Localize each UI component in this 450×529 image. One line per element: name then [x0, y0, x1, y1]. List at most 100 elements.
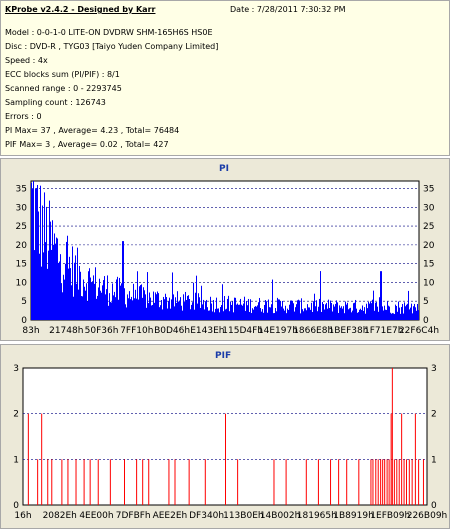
scan-info-panel: KProbe v2.4.2 - Designed by Karr Date : … — [0, 0, 450, 156]
pi-bar — [335, 303, 336, 320]
pi-bar — [111, 302, 112, 320]
pi-bar — [39, 253, 40, 320]
pi-bar — [293, 303, 294, 320]
pi-bar — [306, 310, 307, 320]
pi-bar — [41, 266, 42, 320]
pif-bar — [384, 459, 386, 505]
pi-bar — [91, 282, 92, 320]
pi-bar — [360, 308, 361, 320]
pi-xtick-label: 1F71E7h — [364, 326, 403, 336]
pi-bar — [177, 291, 178, 320]
pi-bar — [49, 200, 50, 320]
pi-bar — [221, 305, 222, 320]
pif-bar — [382, 459, 384, 505]
pi-bar — [316, 300, 317, 320]
info-pi-summary: PI Max= 37 , Average= 4.23 , Total= 7648… — [5, 126, 180, 135]
pif-bar — [330, 459, 332, 505]
pif-bar — [67, 459, 69, 505]
pi-bar — [122, 241, 123, 320]
pi-bar — [170, 308, 171, 320]
pif-bar — [273, 459, 275, 505]
pi-bar — [135, 289, 136, 320]
pi-bar — [342, 308, 343, 320]
pi-ytick-left-label: 25 — [16, 222, 27, 232]
pif-chart: 0 0 1 1 2 2 3 3 16h 2082Eh 4EE00h 7DFBFh AEE2Eh DF340… — [13, 364, 447, 521]
pi-bar — [96, 298, 97, 320]
info-speed: Speed : 4x — [5, 56, 48, 65]
pi-bar — [220, 307, 221, 320]
pi-bar — [45, 242, 46, 320]
pi-bar — [250, 299, 251, 320]
pi-bar — [68, 268, 69, 320]
pi-bar — [377, 306, 378, 320]
pi-bar — [375, 302, 376, 320]
pi-bar — [210, 296, 211, 320]
pi-ytick-left-label: 35 — [16, 185, 27, 195]
pif-bar — [386, 459, 388, 505]
pi-bar — [415, 307, 416, 320]
pif-ytick-left-label: 1 — [13, 455, 19, 465]
pif-bar — [418, 459, 420, 505]
pi-bar — [254, 306, 255, 320]
pi-bar — [100, 290, 101, 320]
pi-bar — [285, 305, 286, 320]
pi-bar — [321, 311, 322, 320]
pi-bar — [402, 303, 403, 320]
pif-ytick-left-label: 2 — [13, 410, 19, 420]
pi-bar — [69, 256, 70, 320]
pi-bar — [303, 311, 304, 320]
pi-ytick-right-label: 30 — [423, 203, 435, 213]
pi-bar — [313, 301, 314, 320]
pif-bar — [61, 459, 63, 505]
pi-bar — [130, 299, 131, 320]
pi-bar — [218, 308, 219, 320]
pi-bar — [151, 305, 152, 320]
pi-bar — [301, 298, 302, 320]
pi-bar — [31, 182, 32, 320]
pif-bar — [237, 459, 239, 505]
pi-bar — [204, 309, 205, 320]
pi-bar — [105, 294, 106, 320]
pi-bar — [37, 184, 38, 320]
pi-bar — [70, 268, 71, 320]
pi-bar — [148, 303, 149, 320]
pi-bar — [273, 313, 274, 320]
pi-bar — [172, 272, 173, 320]
pi-bar — [319, 298, 320, 320]
pi-bar — [118, 299, 119, 320]
pi-bar — [409, 309, 410, 320]
pi-bar — [154, 302, 155, 320]
pi-bar — [282, 300, 283, 320]
pi-bar — [175, 297, 176, 320]
pi-bar — [146, 307, 147, 320]
pi-bar — [134, 298, 135, 320]
pi-bar — [368, 301, 369, 320]
pi-bar — [89, 268, 90, 320]
pi-bar — [211, 303, 212, 320]
pi-ytick-left-label: 30 — [16, 203, 28, 213]
pi-bar — [36, 188, 37, 320]
pi-bar — [333, 304, 334, 320]
pif-bar — [142, 459, 144, 505]
pi-xtick-label: B0D46h — [154, 326, 190, 336]
pi-ytick-right-label: 20 — [423, 241, 435, 251]
pi-bar — [159, 307, 160, 320]
pi-bar — [216, 297, 217, 320]
pi-bar — [234, 297, 235, 320]
pi-bar — [358, 312, 359, 320]
pi-bar — [305, 308, 306, 320]
pi-bar — [127, 294, 128, 320]
pi-bar — [317, 311, 318, 320]
pi-bar — [147, 272, 148, 320]
pif-bar — [27, 413, 29, 505]
pi-bar — [158, 293, 159, 320]
pi-bar — [106, 289, 107, 320]
pi-bar — [380, 271, 381, 320]
pi-bar — [194, 309, 195, 320]
pi-bar — [308, 307, 309, 320]
pi-bar — [85, 290, 86, 320]
pi-bar — [219, 312, 220, 320]
info-sampling-count: Sampling count : 126743 — [5, 98, 106, 107]
pi-bar — [249, 311, 250, 320]
pi-bar — [365, 313, 366, 320]
